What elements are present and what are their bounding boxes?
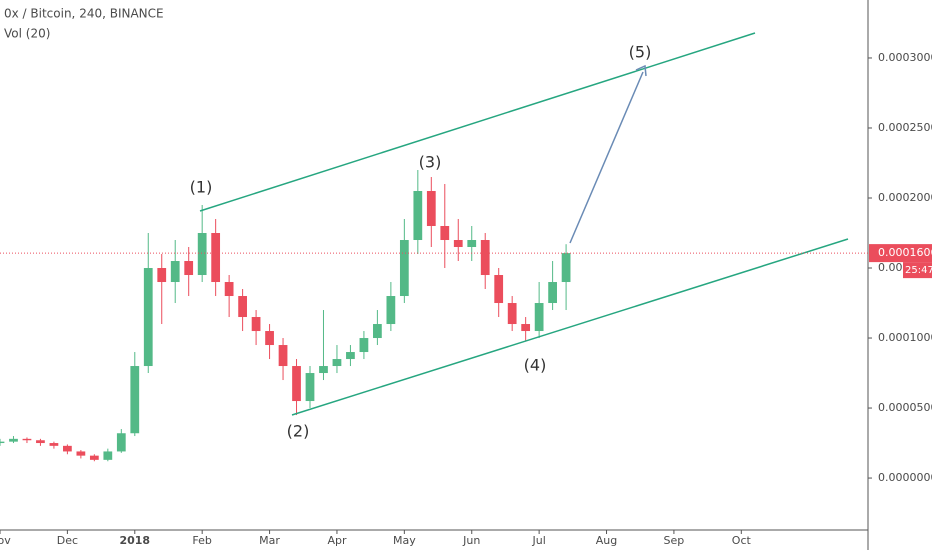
candle-body <box>103 451 113 460</box>
last-price-box <box>869 244 932 263</box>
candle-body <box>143 268 153 367</box>
candle-body <box>63 445 72 452</box>
y-tick-label: 0.00020000 <box>878 191 932 204</box>
wave-label: (1) <box>190 178 213 197</box>
candle-body <box>548 282 557 304</box>
candle-body <box>494 275 504 304</box>
candle-body <box>399 240 409 297</box>
candle-body <box>211 233 221 283</box>
indicator-label: Vol (20) <box>4 27 50 41</box>
candle-body <box>386 296 396 325</box>
candle-body <box>224 282 234 297</box>
candle-body <box>561 253 571 283</box>
candle-body <box>507 303 517 325</box>
wave-label: (4) <box>524 356 547 375</box>
candle-body <box>332 359 342 367</box>
x-tick-label: Oct <box>732 534 752 547</box>
candle-body <box>534 303 544 332</box>
candle-body <box>89 455 99 460</box>
candle-body <box>265 331 274 346</box>
x-tick-label: Dec <box>57 534 78 547</box>
candle-body <box>251 317 261 332</box>
candle-body <box>521 324 531 332</box>
x-tick-label: Jun <box>462 534 480 547</box>
x-tick-label: Mar <box>259 534 280 547</box>
countdown-box <box>903 262 932 279</box>
x-tick-label: Feb <box>192 534 211 547</box>
last-price-label: 0.00016064 <box>878 246 932 259</box>
channel-lower <box>291 238 849 416</box>
candle-body <box>49 443 59 446</box>
wave-label: (3) <box>419 153 442 172</box>
x-tick-label: Nov <box>0 534 11 547</box>
candle-body <box>184 261 194 276</box>
candle-body <box>467 240 477 248</box>
wave-label: (5) <box>629 43 652 62</box>
y-tick-label: 0.00010000 <box>878 331 932 344</box>
candle-body <box>22 438 32 441</box>
countdown-label: 25:47 <box>905 265 932 276</box>
candle-body <box>480 240 490 276</box>
y-tick-label: 0.00030000 <box>878 51 932 64</box>
candle-body <box>0 441 5 444</box>
x-tick-label: Aug <box>596 534 617 547</box>
candle-body <box>359 338 369 353</box>
x-tick-label: Jul <box>531 534 545 547</box>
plot-area <box>0 169 571 462</box>
arrow-head <box>635 64 647 77</box>
candle-body <box>197 233 207 276</box>
candle-body <box>305 373 315 402</box>
x-tick-label: Sep <box>664 534 685 547</box>
candle-body <box>346 352 355 360</box>
x-tick-label: Apr <box>327 534 347 547</box>
candle-body <box>426 190 436 227</box>
x-tick-label: 2018 <box>119 534 150 547</box>
candle-body <box>238 296 247 318</box>
candle-body <box>413 190 423 241</box>
candle-body <box>170 261 180 283</box>
x-tick-label: May <box>393 534 416 547</box>
candle-body <box>116 433 126 452</box>
candle-body <box>453 240 463 248</box>
candle-body <box>130 366 140 434</box>
channel-upper <box>199 32 756 212</box>
candle-body <box>36 440 45 444</box>
candle-body <box>157 268 167 283</box>
candle-body <box>278 345 288 367</box>
candle-body <box>76 451 86 456</box>
candle-body <box>9 438 18 442</box>
y-tick-label: 0.00025000 <box>878 121 932 134</box>
y-tick-label: 0.00005000 <box>878 401 932 414</box>
candle-body <box>373 324 382 339</box>
y-tick-label: 0.00000000 <box>878 471 932 484</box>
wave-label: (2) <box>287 422 310 441</box>
candle-body <box>319 366 328 374</box>
chart-title: 0x / Bitcoin, 240, BINANCE <box>4 7 164 21</box>
candle-body <box>292 366 301 402</box>
projection-arrow <box>569 71 644 244</box>
candle-body <box>440 226 450 241</box>
